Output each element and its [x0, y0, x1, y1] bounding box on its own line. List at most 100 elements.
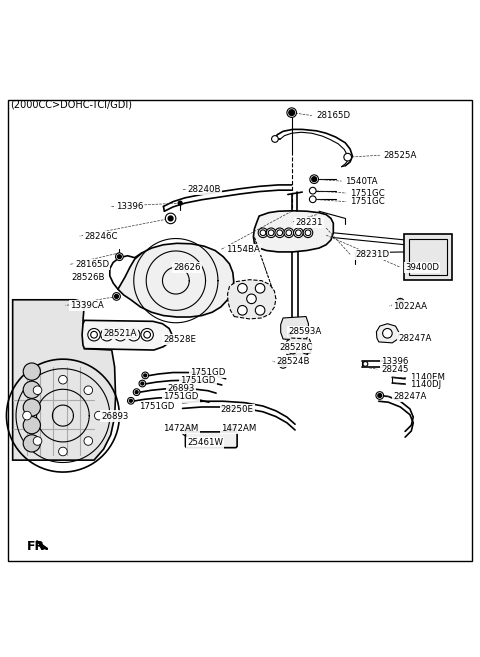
- Text: 1751GD: 1751GD: [190, 368, 225, 377]
- Circle shape: [277, 230, 283, 236]
- Polygon shape: [36, 541, 48, 549]
- Text: 28525A: 28525A: [384, 150, 417, 160]
- Circle shape: [59, 447, 67, 456]
- Text: 1022AA: 1022AA: [393, 302, 427, 311]
- Circle shape: [288, 332, 292, 336]
- Circle shape: [289, 110, 295, 116]
- Circle shape: [115, 294, 119, 298]
- Text: 1154BA: 1154BA: [226, 245, 260, 254]
- Circle shape: [141, 382, 144, 385]
- Text: 28521A: 28521A: [104, 328, 137, 338]
- Circle shape: [378, 394, 382, 397]
- Circle shape: [286, 230, 292, 236]
- Circle shape: [165, 213, 176, 223]
- Text: 1751GD: 1751GD: [163, 392, 199, 401]
- Circle shape: [168, 216, 173, 221]
- Circle shape: [303, 228, 313, 238]
- Text: 28250E: 28250E: [221, 405, 254, 415]
- Text: 28231: 28231: [295, 217, 323, 227]
- Circle shape: [284, 228, 294, 238]
- Circle shape: [84, 386, 93, 395]
- Circle shape: [95, 411, 103, 420]
- Circle shape: [33, 386, 42, 395]
- Text: 28593A: 28593A: [288, 327, 321, 336]
- Circle shape: [135, 391, 138, 394]
- Text: 28246C: 28246C: [84, 232, 118, 240]
- Text: 39400D: 39400D: [405, 263, 439, 272]
- Circle shape: [296, 230, 301, 236]
- Circle shape: [139, 380, 146, 387]
- Circle shape: [23, 411, 31, 420]
- Circle shape: [310, 196, 316, 202]
- Circle shape: [312, 177, 317, 181]
- Text: (2000CC>DOHC-TCI/GDI): (2000CC>DOHC-TCI/GDI): [10, 100, 132, 110]
- Polygon shape: [253, 211, 333, 252]
- Circle shape: [23, 381, 40, 398]
- Text: FR.: FR.: [27, 541, 50, 553]
- Circle shape: [113, 292, 120, 300]
- Circle shape: [396, 298, 404, 306]
- Circle shape: [23, 435, 40, 452]
- Text: 28626: 28626: [173, 263, 201, 272]
- Text: 1751GC: 1751GC: [350, 197, 385, 206]
- Text: 28247A: 28247A: [393, 392, 427, 401]
- Circle shape: [238, 284, 247, 293]
- Text: 28524B: 28524B: [276, 357, 310, 365]
- Text: 28231D: 28231D: [355, 250, 389, 259]
- Circle shape: [91, 331, 97, 338]
- Circle shape: [59, 375, 67, 384]
- Circle shape: [238, 306, 247, 315]
- Text: 1472AM: 1472AM: [163, 424, 199, 432]
- Circle shape: [305, 230, 311, 236]
- Circle shape: [101, 328, 113, 341]
- Circle shape: [255, 284, 265, 293]
- Text: 28528E: 28528E: [163, 335, 196, 344]
- Text: 28165D: 28165D: [317, 111, 351, 120]
- Text: 13396: 13396: [381, 357, 408, 365]
- Polygon shape: [82, 321, 172, 350]
- Circle shape: [310, 187, 316, 194]
- Circle shape: [131, 331, 137, 338]
- Polygon shape: [118, 243, 234, 317]
- Text: 1751GD: 1751GD: [140, 402, 175, 411]
- Circle shape: [266, 228, 276, 238]
- Polygon shape: [376, 324, 399, 343]
- Circle shape: [117, 331, 124, 338]
- Circle shape: [88, 328, 100, 341]
- Circle shape: [33, 437, 42, 445]
- Text: 13396: 13396: [116, 202, 143, 211]
- Polygon shape: [228, 280, 276, 319]
- Text: 1339CA: 1339CA: [70, 301, 104, 310]
- Circle shape: [255, 306, 265, 315]
- Circle shape: [114, 328, 127, 341]
- Circle shape: [181, 424, 193, 436]
- Circle shape: [268, 230, 274, 236]
- Circle shape: [272, 135, 278, 143]
- Text: 1751GD: 1751GD: [180, 376, 216, 385]
- Polygon shape: [281, 317, 309, 340]
- Circle shape: [142, 372, 149, 378]
- Text: 28240B: 28240B: [187, 185, 221, 194]
- Circle shape: [288, 345, 297, 354]
- Circle shape: [344, 153, 351, 161]
- Circle shape: [144, 374, 147, 377]
- Text: 1140DJ: 1140DJ: [410, 380, 441, 389]
- Circle shape: [84, 437, 93, 445]
- Circle shape: [275, 228, 285, 238]
- Circle shape: [104, 331, 110, 338]
- Text: 28247A: 28247A: [398, 334, 432, 342]
- Circle shape: [258, 228, 268, 238]
- Circle shape: [184, 428, 190, 434]
- Text: 26893: 26893: [167, 384, 194, 394]
- Circle shape: [130, 399, 132, 402]
- Circle shape: [294, 228, 303, 238]
- Text: 28526B: 28526B: [72, 273, 105, 282]
- Circle shape: [225, 424, 236, 436]
- Circle shape: [281, 363, 285, 367]
- Text: 1540TA: 1540TA: [345, 177, 378, 185]
- Circle shape: [302, 345, 311, 354]
- Circle shape: [128, 397, 134, 404]
- Circle shape: [398, 300, 402, 304]
- FancyBboxPatch shape: [404, 234, 452, 280]
- Text: 1472AM: 1472AM: [221, 424, 256, 432]
